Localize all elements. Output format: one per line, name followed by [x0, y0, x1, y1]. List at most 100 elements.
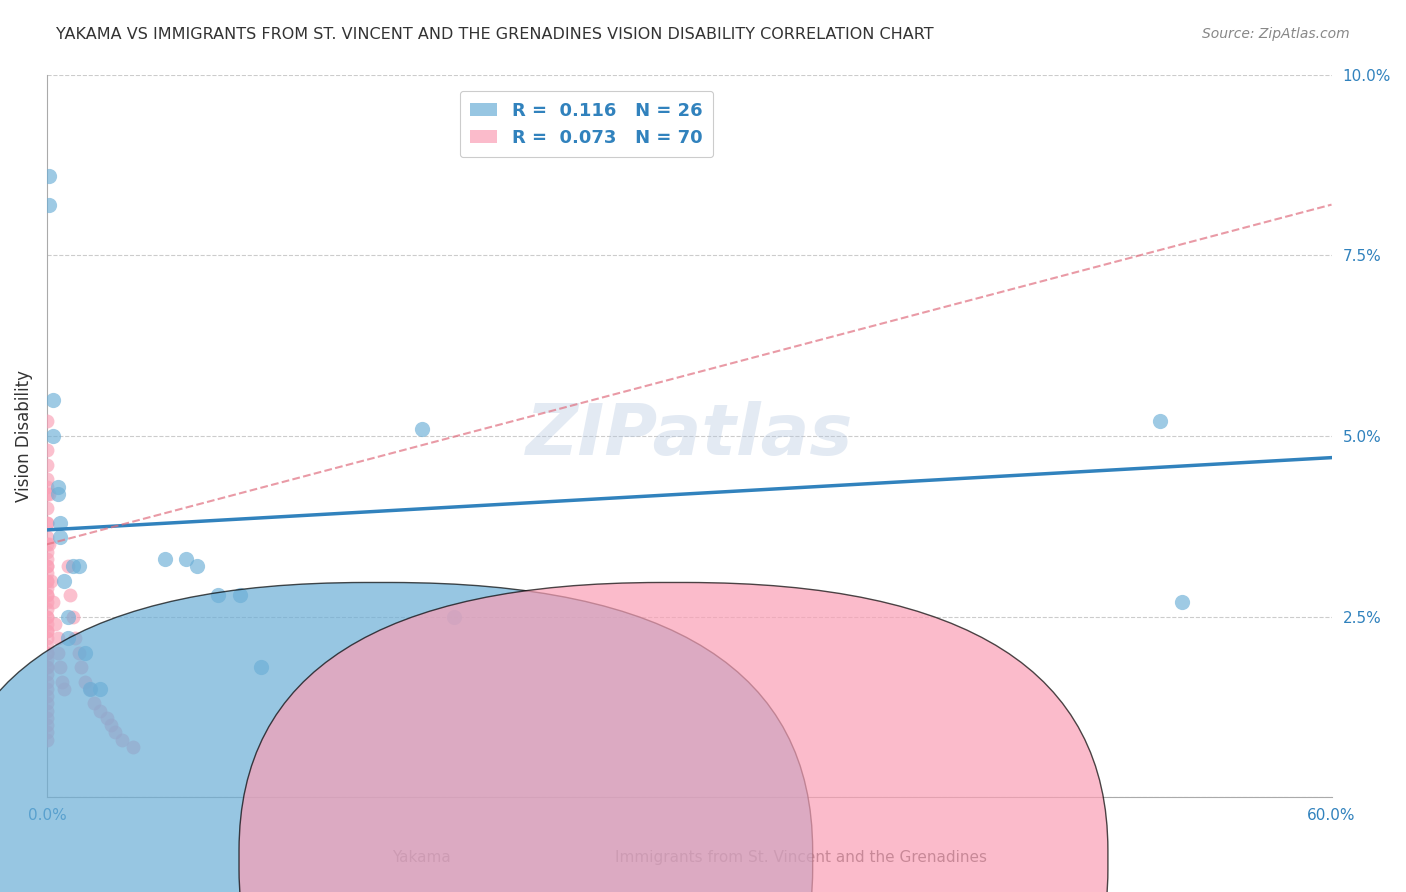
Point [35, 516, 58, 530]
Point [35, 443, 58, 458]
Point [35, 674, 58, 689]
Point [35, 487, 58, 501]
Point [63, 632, 86, 646]
Point [35, 609, 58, 624]
Text: Immigrants from St. Vincent and the Grenadines: Immigrants from St. Vincent and the Gren… [616, 850, 987, 865]
Point [35, 725, 58, 739]
Point [35, 689, 58, 703]
Point [51, 674, 73, 689]
Point [35, 639, 58, 653]
Point [35, 646, 58, 660]
Point [411, 422, 433, 436]
Point [1170, 595, 1192, 609]
Point [250, 660, 273, 674]
Point [111, 732, 134, 747]
Point [58, 559, 80, 574]
Point [443, 609, 465, 624]
Point [35, 588, 58, 602]
Point [58, 632, 80, 646]
Point [35, 697, 58, 711]
Point [35, 537, 58, 551]
Point [35, 458, 58, 472]
Point [46, 487, 69, 501]
Point [35, 646, 58, 660]
Point [35, 595, 58, 609]
Point [79, 681, 101, 696]
Point [35, 609, 58, 624]
Point [44, 616, 66, 631]
Point [67, 646, 90, 660]
Text: Source: ZipAtlas.com: Source: ZipAtlas.com [1202, 27, 1350, 41]
Y-axis label: Vision Disability: Vision Disability [15, 370, 32, 502]
Point [35, 718, 58, 732]
Point [67, 559, 90, 574]
Point [121, 739, 143, 754]
Point [39, 574, 62, 588]
Point [46, 646, 69, 660]
Point [35, 566, 58, 581]
Point [79, 681, 101, 696]
Point [35, 559, 58, 574]
Point [46, 479, 69, 493]
Point [35, 624, 58, 639]
Point [89, 681, 111, 696]
Text: YAKAMA VS IMMIGRANTS FROM ST. VINCENT AND THE GRENADINES VISION DISABILITY CORRE: YAKAMA VS IMMIGRANTS FROM ST. VINCENT AN… [56, 27, 934, 42]
Point [174, 551, 197, 566]
Point [104, 725, 127, 739]
Point [35, 559, 58, 574]
Point [35, 479, 58, 493]
Point [42, 392, 65, 407]
Point [53, 574, 76, 588]
Point [38, 487, 60, 501]
Point [35, 660, 58, 674]
Point [35, 667, 58, 681]
Point [153, 551, 176, 566]
Point [100, 718, 122, 732]
Point [35, 616, 58, 631]
Point [59, 588, 82, 602]
Point [35, 704, 58, 718]
Point [48, 660, 70, 674]
Legend: R =  0.116   N = 26, R =  0.073   N = 70: R = 0.116 N = 26, R = 0.073 N = 70 [460, 91, 713, 158]
Point [35, 551, 58, 566]
Point [35, 415, 58, 429]
Point [62, 609, 84, 624]
Point [35, 581, 58, 595]
Point [48, 516, 70, 530]
Point [35, 602, 58, 616]
Point [38, 537, 60, 551]
Point [75, 646, 97, 660]
Point [35, 588, 58, 602]
Point [35, 624, 58, 639]
Point [70, 660, 93, 674]
Point [96, 711, 118, 725]
Text: Yakama: Yakama [392, 850, 451, 865]
Point [186, 559, 208, 574]
Point [228, 588, 250, 602]
Point [53, 681, 76, 696]
Point [35, 516, 58, 530]
Point [42, 429, 65, 443]
Point [89, 704, 111, 718]
Point [38, 169, 60, 183]
Point [35, 653, 58, 667]
Point [75, 674, 97, 689]
Point [35, 681, 58, 696]
Point [35, 544, 58, 558]
Point [207, 588, 229, 602]
Point [35, 530, 58, 544]
Point [35, 632, 58, 646]
Point [35, 711, 58, 725]
Point [38, 197, 60, 211]
Point [42, 595, 65, 609]
Text: ZIPatlas: ZIPatlas [526, 401, 853, 470]
Point [35, 660, 58, 674]
Point [1149, 415, 1171, 429]
Point [62, 559, 84, 574]
Point [48, 530, 70, 544]
Point [58, 609, 80, 624]
Point [35, 472, 58, 486]
Point [35, 501, 58, 516]
Point [35, 732, 58, 747]
Point [35, 574, 58, 588]
